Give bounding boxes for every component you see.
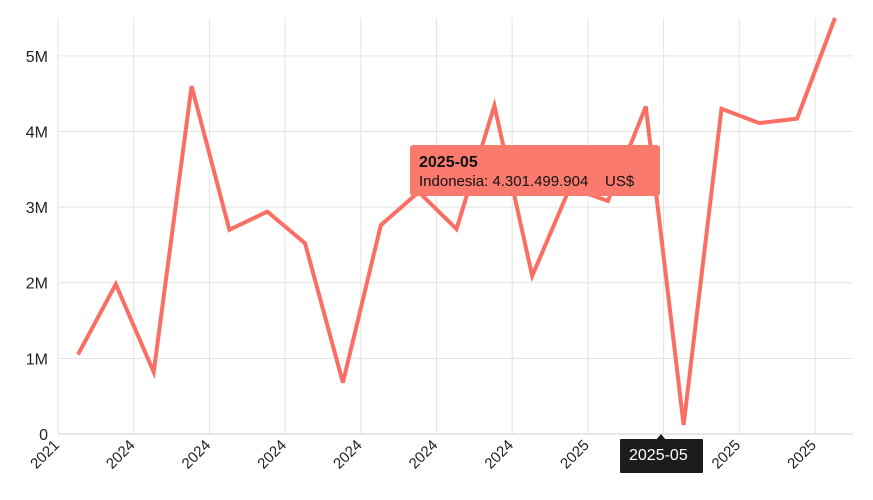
y-tick-label: 3M [26, 200, 48, 217]
x-cursor-arrow [656, 434, 666, 440]
y-tick-label: 1M [26, 351, 48, 368]
series-layer [76, 17, 837, 426]
grid [57, 18, 853, 435]
y-axis: 0 1M 2M 3M 4M 5M [26, 49, 48, 444]
x-tick-label: 2021 [27, 437, 63, 473]
x-tick-label: 2024 [254, 437, 290, 473]
y-tick-label: 4M [26, 124, 48, 141]
x-tick-label: 2024 [179, 437, 215, 473]
tooltip-text: Indonesia: 4.301.499.904 US$ [419, 173, 635, 190]
x-tick-label: 2024 [330, 437, 366, 473]
x-cursor-label: 2025-05 [620, 439, 703, 473]
x-tick-label: 2025 [784, 437, 820, 473]
y-tick-label: 0 [39, 427, 48, 444]
data-tooltip: 2025-05 Indonesia: 4.301.499.904 US$ [410, 145, 660, 196]
y-tick-label: 5M [26, 49, 48, 66]
x-tick-label: 2024 [406, 437, 442, 473]
x-tick-label: 2025 [709, 437, 745, 473]
x-tick-label: 2024 [103, 437, 139, 473]
x-tick-label: 2024 [481, 437, 517, 473]
x-tick-label: 2025 [557, 437, 593, 473]
y-tick-label: 2M [26, 276, 48, 293]
tooltip-title: 2025-05 [419, 154, 478, 171]
series-line-indonesia [76, 17, 837, 426]
